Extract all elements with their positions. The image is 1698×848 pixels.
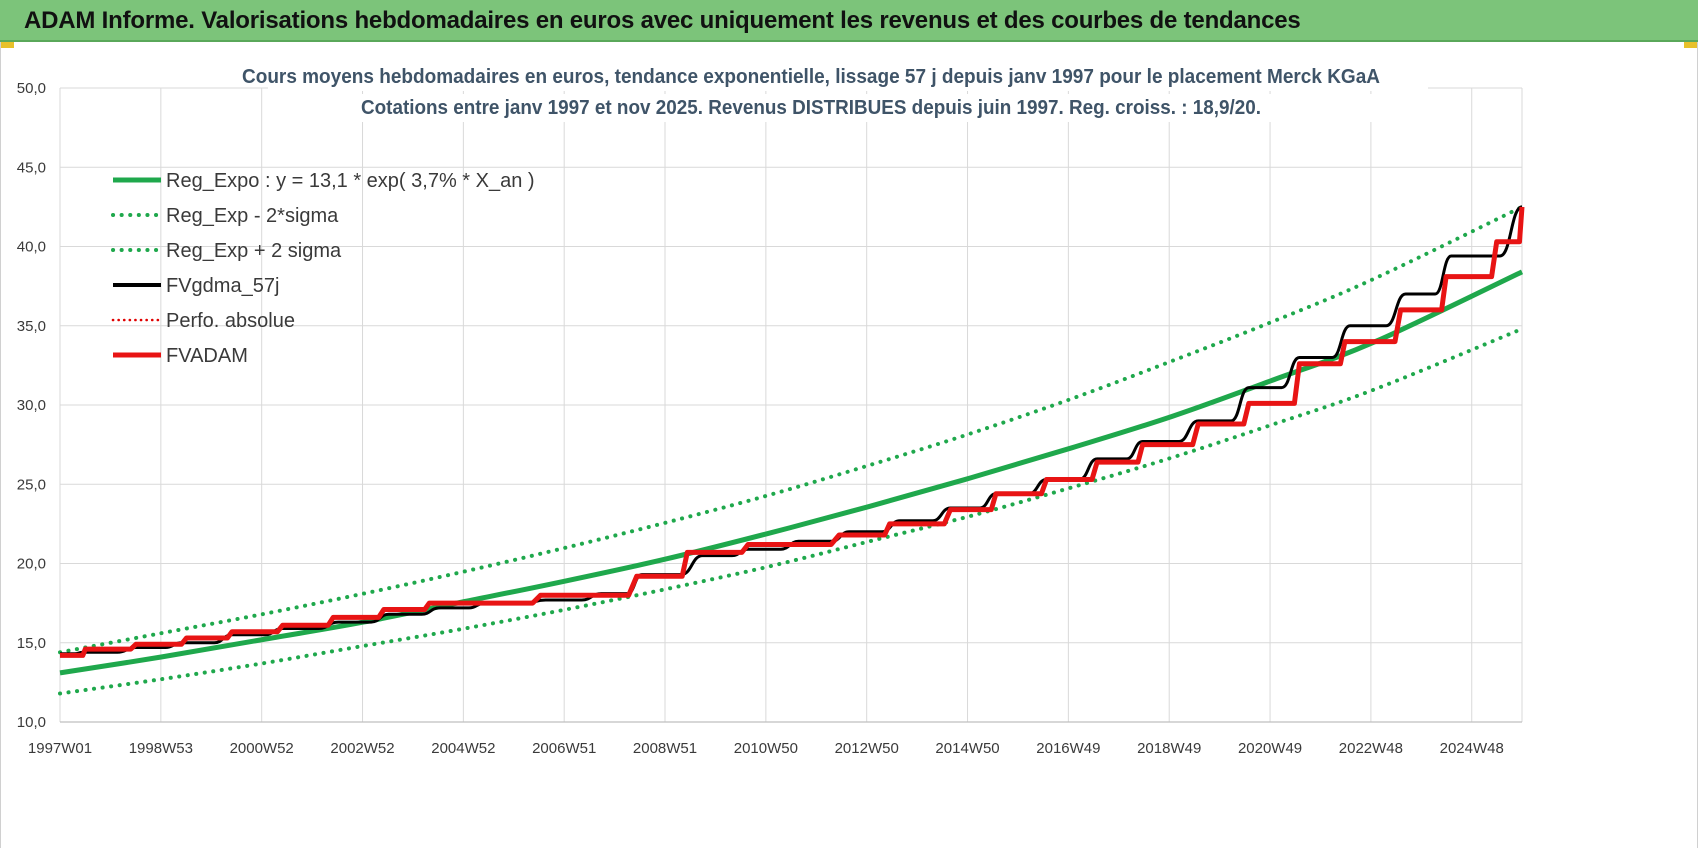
series-line (58, 204, 1524, 655)
x-tick-label: 2008W51 (633, 740, 697, 757)
chart-title: Cours moyens hebdomadaires en euros, ten… (242, 63, 1428, 122)
series-lines (58, 204, 1525, 696)
title-backing (268, 63, 1428, 91)
x-tick-label: 2020W49 (1238, 740, 1302, 757)
y-tick-label: 35,0 (17, 318, 46, 335)
legend-label: Reg_Exp - 2*sigma (166, 205, 339, 227)
y-tick-label: 25,0 (17, 476, 46, 493)
chart-title-line: Cotations entre janv 1997 et nov 2025. R… (361, 97, 1261, 119)
series-line (58, 326, 1524, 696)
report-banner: ADAM Informe. Valorisations hebdomadaire… (0, 0, 1698, 42)
legend-label: Perfo. absolue (166, 310, 295, 332)
x-tick-label: 2018W49 (1137, 740, 1201, 757)
x-tick-label: 2014W50 (935, 740, 999, 757)
banner-title: ADAM Informe. Valorisations hebdomadaire… (24, 7, 1301, 34)
x-tick-label: 1997W01 (28, 740, 92, 757)
x-tick-label: 2004W52 (431, 740, 495, 757)
x-axis-ticks: 1997W01 1998W53 2000W52 2002W52 2004W52 2006W… (28, 740, 1504, 757)
y-tick-label: 40,0 (17, 239, 46, 256)
y-tick-label: 15,0 (17, 635, 46, 652)
legend-label: FVgdma_57j (166, 275, 279, 297)
x-tick-label: 2000W52 (230, 740, 294, 757)
x-tick-label: 1998W53 (129, 740, 193, 757)
x-tick-label: 2012W50 (835, 740, 899, 757)
legend: Reg_Expo : y = 13,1 * exp( 3,7% * X_an )… (111, 170, 535, 367)
legend-label: FVADAM (166, 345, 248, 367)
x-tick-label: 2022W48 (1339, 740, 1403, 757)
chart-title-line: Cours moyens hebdomadaires en euros, ten… (242, 66, 1380, 88)
x-tick-label: 2010W50 (734, 740, 798, 757)
y-tick-label: 20,0 (17, 556, 46, 573)
x-tick-label: 2016W49 (1036, 740, 1100, 757)
y-tick-label: 50,0 (17, 80, 46, 97)
series-line (60, 205, 1523, 656)
series-line (59, 269, 1524, 676)
y-axis-ticks: 10,0 15,0 20,0 25,0 30,0 35,0 40,0 45,0 50,0 (17, 80, 46, 731)
corner-marker-right (1684, 42, 1698, 48)
y-tick-label: 45,0 (17, 159, 46, 176)
series-line (60, 206, 1525, 658)
corner-marker-left (0, 42, 14, 48)
x-tick-label: 2006W51 (532, 740, 596, 757)
legend-label: Reg_Exp + 2 sigma (166, 240, 342, 262)
y-tick-label: 30,0 (17, 397, 46, 414)
x-tick-label: 2002W52 (330, 740, 394, 757)
x-tick-label: 2024W48 (1440, 740, 1504, 757)
y-tick-label: 10,0 (17, 714, 46, 731)
title-backing (268, 94, 1428, 122)
legend-label: Reg_Expo : y = 13,1 * exp( 3,7% * X_an ) (166, 170, 535, 192)
